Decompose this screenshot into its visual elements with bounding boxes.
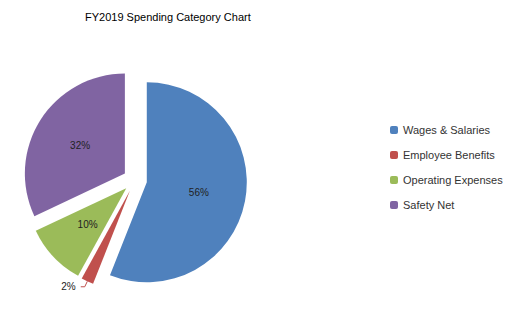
svg-text:10%: 10% [78, 219, 98, 230]
svg-text:Operating Expenses: Operating Expenses [403, 174, 503, 186]
svg-text:56%: 56% [189, 187, 209, 198]
svg-text:Safety Net: Safety Net [403, 199, 454, 211]
svg-text:2%: 2% [61, 281, 76, 292]
svg-text:Employee Benefits: Employee Benefits [403, 149, 495, 161]
svg-text:FY2019 Spending Category Chart: FY2019 Spending Category Chart [85, 11, 251, 23]
svg-text:32%: 32% [70, 140, 90, 151]
svg-text:Wages & Salaries: Wages & Salaries [403, 124, 491, 136]
